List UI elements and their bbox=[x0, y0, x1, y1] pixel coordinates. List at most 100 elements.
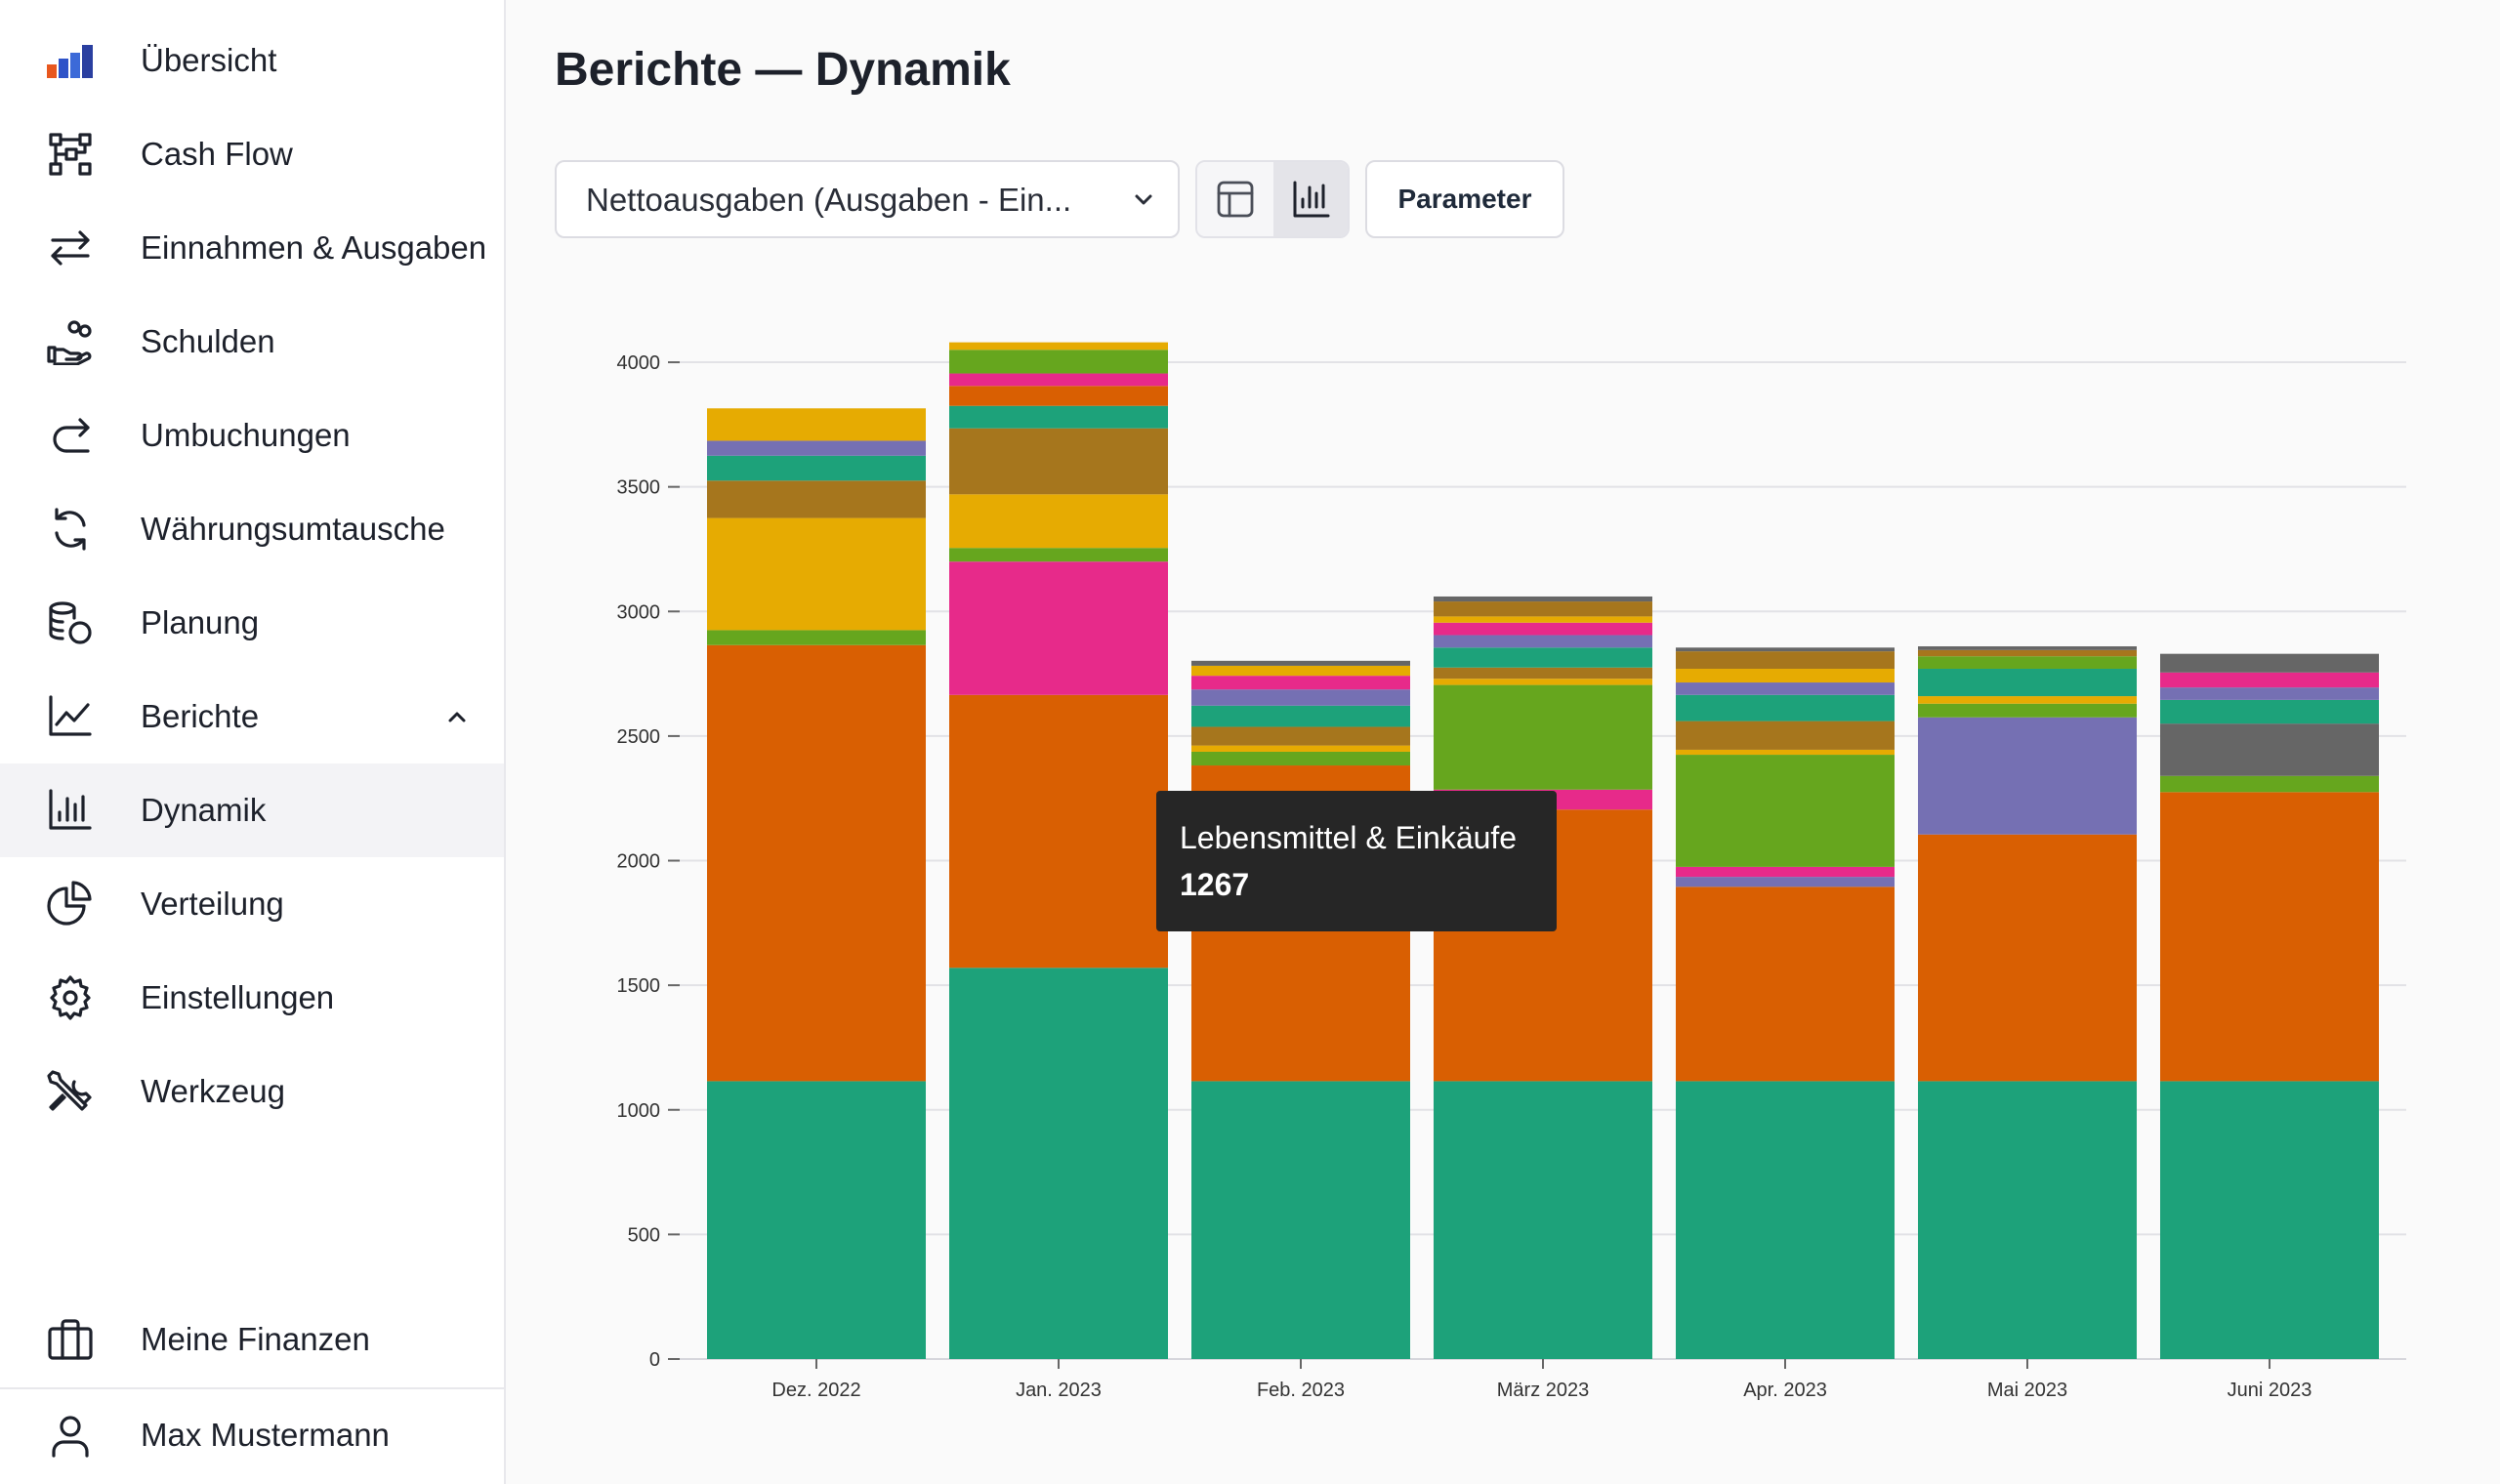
bar-segment[interactable] bbox=[1918, 668, 2137, 697]
x-tick-label: Dez. 2022 bbox=[771, 1380, 860, 1401]
nav-item-einnahmen-ausgaben[interactable]: Einnahmen & Ausgaben bbox=[0, 201, 504, 295]
bar-segment[interactable] bbox=[949, 386, 1168, 406]
bar-segment[interactable] bbox=[707, 1081, 926, 1359]
bar-segment[interactable] bbox=[1434, 596, 1652, 602]
view-table-button[interactable] bbox=[1197, 162, 1273, 236]
bar-segment[interactable] bbox=[1434, 684, 1652, 790]
bar-segment[interactable] bbox=[1434, 622, 1652, 636]
bar-segment[interactable] bbox=[707, 517, 926, 631]
bar-segment[interactable] bbox=[1191, 751, 1410, 766]
bar-segment[interactable] bbox=[1918, 1081, 2137, 1359]
bar-segment[interactable] bbox=[1191, 705, 1410, 727]
bar-segment[interactable] bbox=[2160, 687, 2379, 700]
bar-segment[interactable] bbox=[1434, 667, 1652, 680]
nav-item-waehrungsumtausche[interactable]: Währungsumtausche bbox=[0, 482, 504, 576]
redo-arrow-icon bbox=[45, 412, 96, 459]
bar-segment[interactable] bbox=[707, 644, 926, 1082]
bar-segment[interactable] bbox=[1676, 1081, 1895, 1359]
bar-segment[interactable] bbox=[1434, 647, 1652, 668]
nav-label: Dynamik bbox=[141, 792, 267, 828]
bar-segment[interactable] bbox=[949, 548, 1168, 562]
bar-segment[interactable] bbox=[949, 428, 1168, 495]
bar-segment[interactable] bbox=[1918, 646, 2137, 650]
bar-segment[interactable] bbox=[1676, 755, 1895, 867]
bar-segment[interactable] bbox=[2160, 653, 2379, 673]
bar-segment[interactable] bbox=[1191, 726, 1410, 746]
bar-segment[interactable] bbox=[1676, 694, 1895, 721]
chevron-up-icon[interactable] bbox=[441, 701, 473, 732]
bar-segment[interactable] bbox=[2160, 699, 2379, 724]
bar-segment[interactable] bbox=[1191, 660, 1410, 666]
bar-segment[interactable] bbox=[1918, 696, 2137, 704]
nav-item-cash-flow[interactable]: Cash Flow bbox=[0, 107, 504, 201]
bar-segment[interactable] bbox=[1676, 877, 1895, 887]
bar-segment[interactable] bbox=[1191, 689, 1410, 706]
y-tick-label: 3500 bbox=[617, 477, 661, 499]
nav-item-planung[interactable]: Planung bbox=[0, 576, 504, 670]
bar-segment[interactable] bbox=[1676, 721, 1895, 750]
parameter-button[interactable]: Parameter bbox=[1365, 160, 1564, 238]
bar-segment[interactable] bbox=[2160, 792, 2379, 1082]
bar-segment[interactable] bbox=[1676, 749, 1895, 756]
bar-segment[interactable] bbox=[1676, 682, 1895, 695]
bar-segment[interactable] bbox=[2160, 672, 2379, 688]
nav-item-verteilung[interactable]: Verteilung bbox=[0, 857, 504, 951]
nav-item-berichte[interactable]: Berichte bbox=[0, 670, 504, 763]
bar-segment[interactable] bbox=[2160, 775, 2379, 793]
bar-segment[interactable] bbox=[1434, 1081, 1652, 1359]
bar-segment[interactable] bbox=[1191, 665, 1410, 677]
bar-segment[interactable] bbox=[1918, 717, 2137, 835]
bar-segment[interactable] bbox=[949, 968, 1168, 1359]
x-tick-label: Apr. 2023 bbox=[1743, 1380, 1827, 1401]
bar-segment[interactable] bbox=[707, 630, 926, 645]
bar-segment[interactable] bbox=[1918, 703, 2137, 718]
bar-segment[interactable] bbox=[949, 494, 1168, 549]
bar-segment[interactable] bbox=[1918, 834, 2137, 1082]
bar-segment[interactable] bbox=[2160, 1081, 2379, 1359]
bar-segment[interactable] bbox=[949, 694, 1168, 969]
bar-segment[interactable] bbox=[1676, 651, 1895, 669]
metric-select-value: Nettoausgaben (Ausgaben - Ein... bbox=[586, 182, 1072, 218]
bar-segment[interactable] bbox=[949, 405, 1168, 429]
bar-segment[interactable] bbox=[1434, 635, 1652, 648]
bar-segment[interactable] bbox=[1191, 745, 1410, 752]
sidebar: Übersicht Cash Flow Einnahmen & Ausgaben Sc… bbox=[0, 0, 506, 1484]
bar-segment[interactable] bbox=[707, 408, 926, 441]
bar-segment[interactable] bbox=[707, 455, 926, 481]
x-tick-label: Feb. 2023 bbox=[1257, 1380, 1345, 1401]
tools-icon bbox=[45, 1068, 96, 1115]
y-tick-label: 2000 bbox=[617, 851, 661, 873]
bar-segment[interactable] bbox=[949, 350, 1168, 374]
bar-segment[interactable] bbox=[1434, 616, 1652, 623]
bar-segment[interactable] bbox=[1918, 649, 2137, 657]
nav-item-schulden[interactable]: Schulden bbox=[0, 295, 504, 389]
bar-segment[interactable] bbox=[1676, 866, 1895, 878]
nav-item-werkzeug[interactable]: Werkzeug bbox=[0, 1045, 504, 1138]
bar-segment[interactable] bbox=[707, 480, 926, 518]
nav-item-dynamik[interactable]: Dynamik bbox=[0, 763, 504, 857]
bar-segment[interactable] bbox=[949, 342, 1168, 350]
bar-chart-logo-icon bbox=[45, 37, 96, 84]
metric-select[interactable]: Nettoausgaben (Ausgaben - Ein... bbox=[555, 160, 1180, 238]
bar-segment[interactable] bbox=[1191, 1081, 1410, 1359]
bar-segment[interactable] bbox=[949, 373, 1168, 387]
bar-segment[interactable] bbox=[707, 440, 926, 456]
bar-segment[interactable] bbox=[1676, 668, 1895, 683]
bar-segment[interactable] bbox=[2160, 723, 2379, 776]
view-chart-button[interactable] bbox=[1273, 162, 1348, 236]
bar-segment[interactable] bbox=[1918, 656, 2137, 669]
bar-segment[interactable] bbox=[1676, 647, 1895, 652]
bar-segment[interactable] bbox=[1434, 601, 1652, 617]
nav-item-meine-finanzen[interactable]: Meine Finanzen bbox=[0, 1293, 504, 1386]
bar-segment[interactable] bbox=[949, 561, 1168, 695]
y-tick-label: 1000 bbox=[617, 1100, 661, 1122]
bar-segment[interactable] bbox=[1434, 679, 1652, 685]
bar-segment[interactable] bbox=[1676, 886, 1895, 1082]
nav-label: Übersicht bbox=[141, 42, 277, 78]
chart-svg: 0 500 1000 1500 2000 2500 3000 3500 4000 Dez. 202… bbox=[617, 342, 2406, 1401]
user-profile[interactable]: Max Mustermann bbox=[0, 1388, 504, 1482]
bar-segment[interactable] bbox=[1191, 676, 1410, 690]
nav-item-uebersicht[interactable]: Übersicht bbox=[0, 14, 504, 107]
nav-item-umbuchungen[interactable]: Umbuchungen bbox=[0, 389, 504, 482]
nav-item-einstellungen[interactable]: Einstellungen bbox=[0, 951, 504, 1045]
